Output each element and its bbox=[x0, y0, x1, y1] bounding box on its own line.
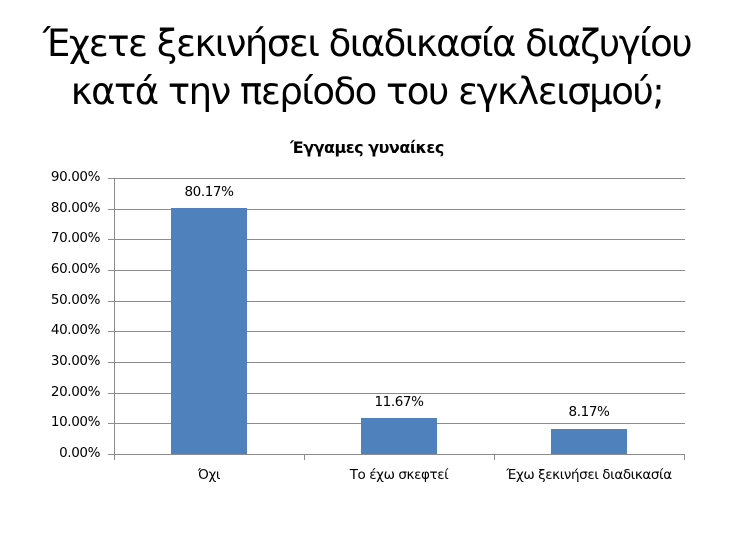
y-tick bbox=[108, 331, 114, 333]
y-tick bbox=[108, 454, 114, 455]
x-tick bbox=[114, 454, 115, 460]
y-label: 50.00% bbox=[50, 291, 100, 308]
x-axis-line bbox=[114, 454, 685, 455]
y-tick bbox=[108, 300, 114, 302]
y-axis-line bbox=[114, 178, 115, 454]
y-tick bbox=[108, 270, 114, 271]
y-tick bbox=[108, 392, 114, 394]
y-label: 80.00% bbox=[50, 199, 100, 216]
y-tick bbox=[108, 362, 114, 363]
slide-title: Έχετε ξεκινήσει διαδικασία διαζυγίου κατ… bbox=[0, 20, 734, 116]
slide-title-line-1: Έχετε ξεκινήσει διαδικασία διαζυγίου bbox=[42, 22, 693, 65]
y-label: 30.00% bbox=[50, 353, 100, 369]
x-label-to-exo-skeftei: Το έχω σκεφτεί bbox=[349, 467, 449, 483]
y-tick bbox=[108, 239, 114, 241]
gridline-30 bbox=[114, 362, 685, 363]
y-label: 70.00% bbox=[50, 230, 100, 247]
gridline-40 bbox=[114, 331, 685, 333]
y-label: 20.00% bbox=[50, 383, 100, 400]
data-label-exo-xekinisei: 8.17% bbox=[568, 404, 610, 420]
chart-plot-area: 80.17% 11.67% 8.17% bbox=[108, 178, 685, 460]
gridline-90 bbox=[114, 178, 685, 179]
x-label-exo-xekinisei: Έχω ξεκινήσει διαδικασία bbox=[506, 467, 672, 483]
chart-title: Έγγαμες γυναίκες bbox=[290, 138, 444, 157]
gridline-20 bbox=[114, 392, 685, 394]
bar-to-exo-skeftei bbox=[361, 418, 437, 454]
y-label: 90.00% bbox=[50, 169, 100, 185]
slide-title-line-2: κατά την περίοδο του εγκλεισμού; bbox=[70, 70, 665, 113]
gridline-70 bbox=[114, 239, 685, 241]
y-tick bbox=[108, 423, 114, 425]
gridline-60 bbox=[114, 270, 685, 271]
y-label: 10.00% bbox=[50, 414, 100, 431]
gridline-80 bbox=[114, 208, 685, 210]
x-tick bbox=[494, 454, 495, 460]
bar-oxi bbox=[171, 208, 247, 454]
gridline-50 bbox=[114, 300, 685, 302]
y-label: 60.00% bbox=[50, 261, 100, 277]
data-label-to-exo-skeftei: 11.67% bbox=[374, 394, 424, 410]
x-tick bbox=[304, 454, 305, 460]
x-tick bbox=[684, 454, 685, 460]
y-label: 0.00% bbox=[59, 445, 100, 461]
bar-exo-xekinisei bbox=[551, 429, 627, 454]
y-tick bbox=[108, 208, 114, 210]
x-label-oxi: Όχι bbox=[197, 467, 221, 483]
y-label: 40.00% bbox=[50, 322, 100, 339]
y-tick bbox=[108, 178, 114, 179]
data-label-oxi: 80.17% bbox=[184, 184, 234, 200]
